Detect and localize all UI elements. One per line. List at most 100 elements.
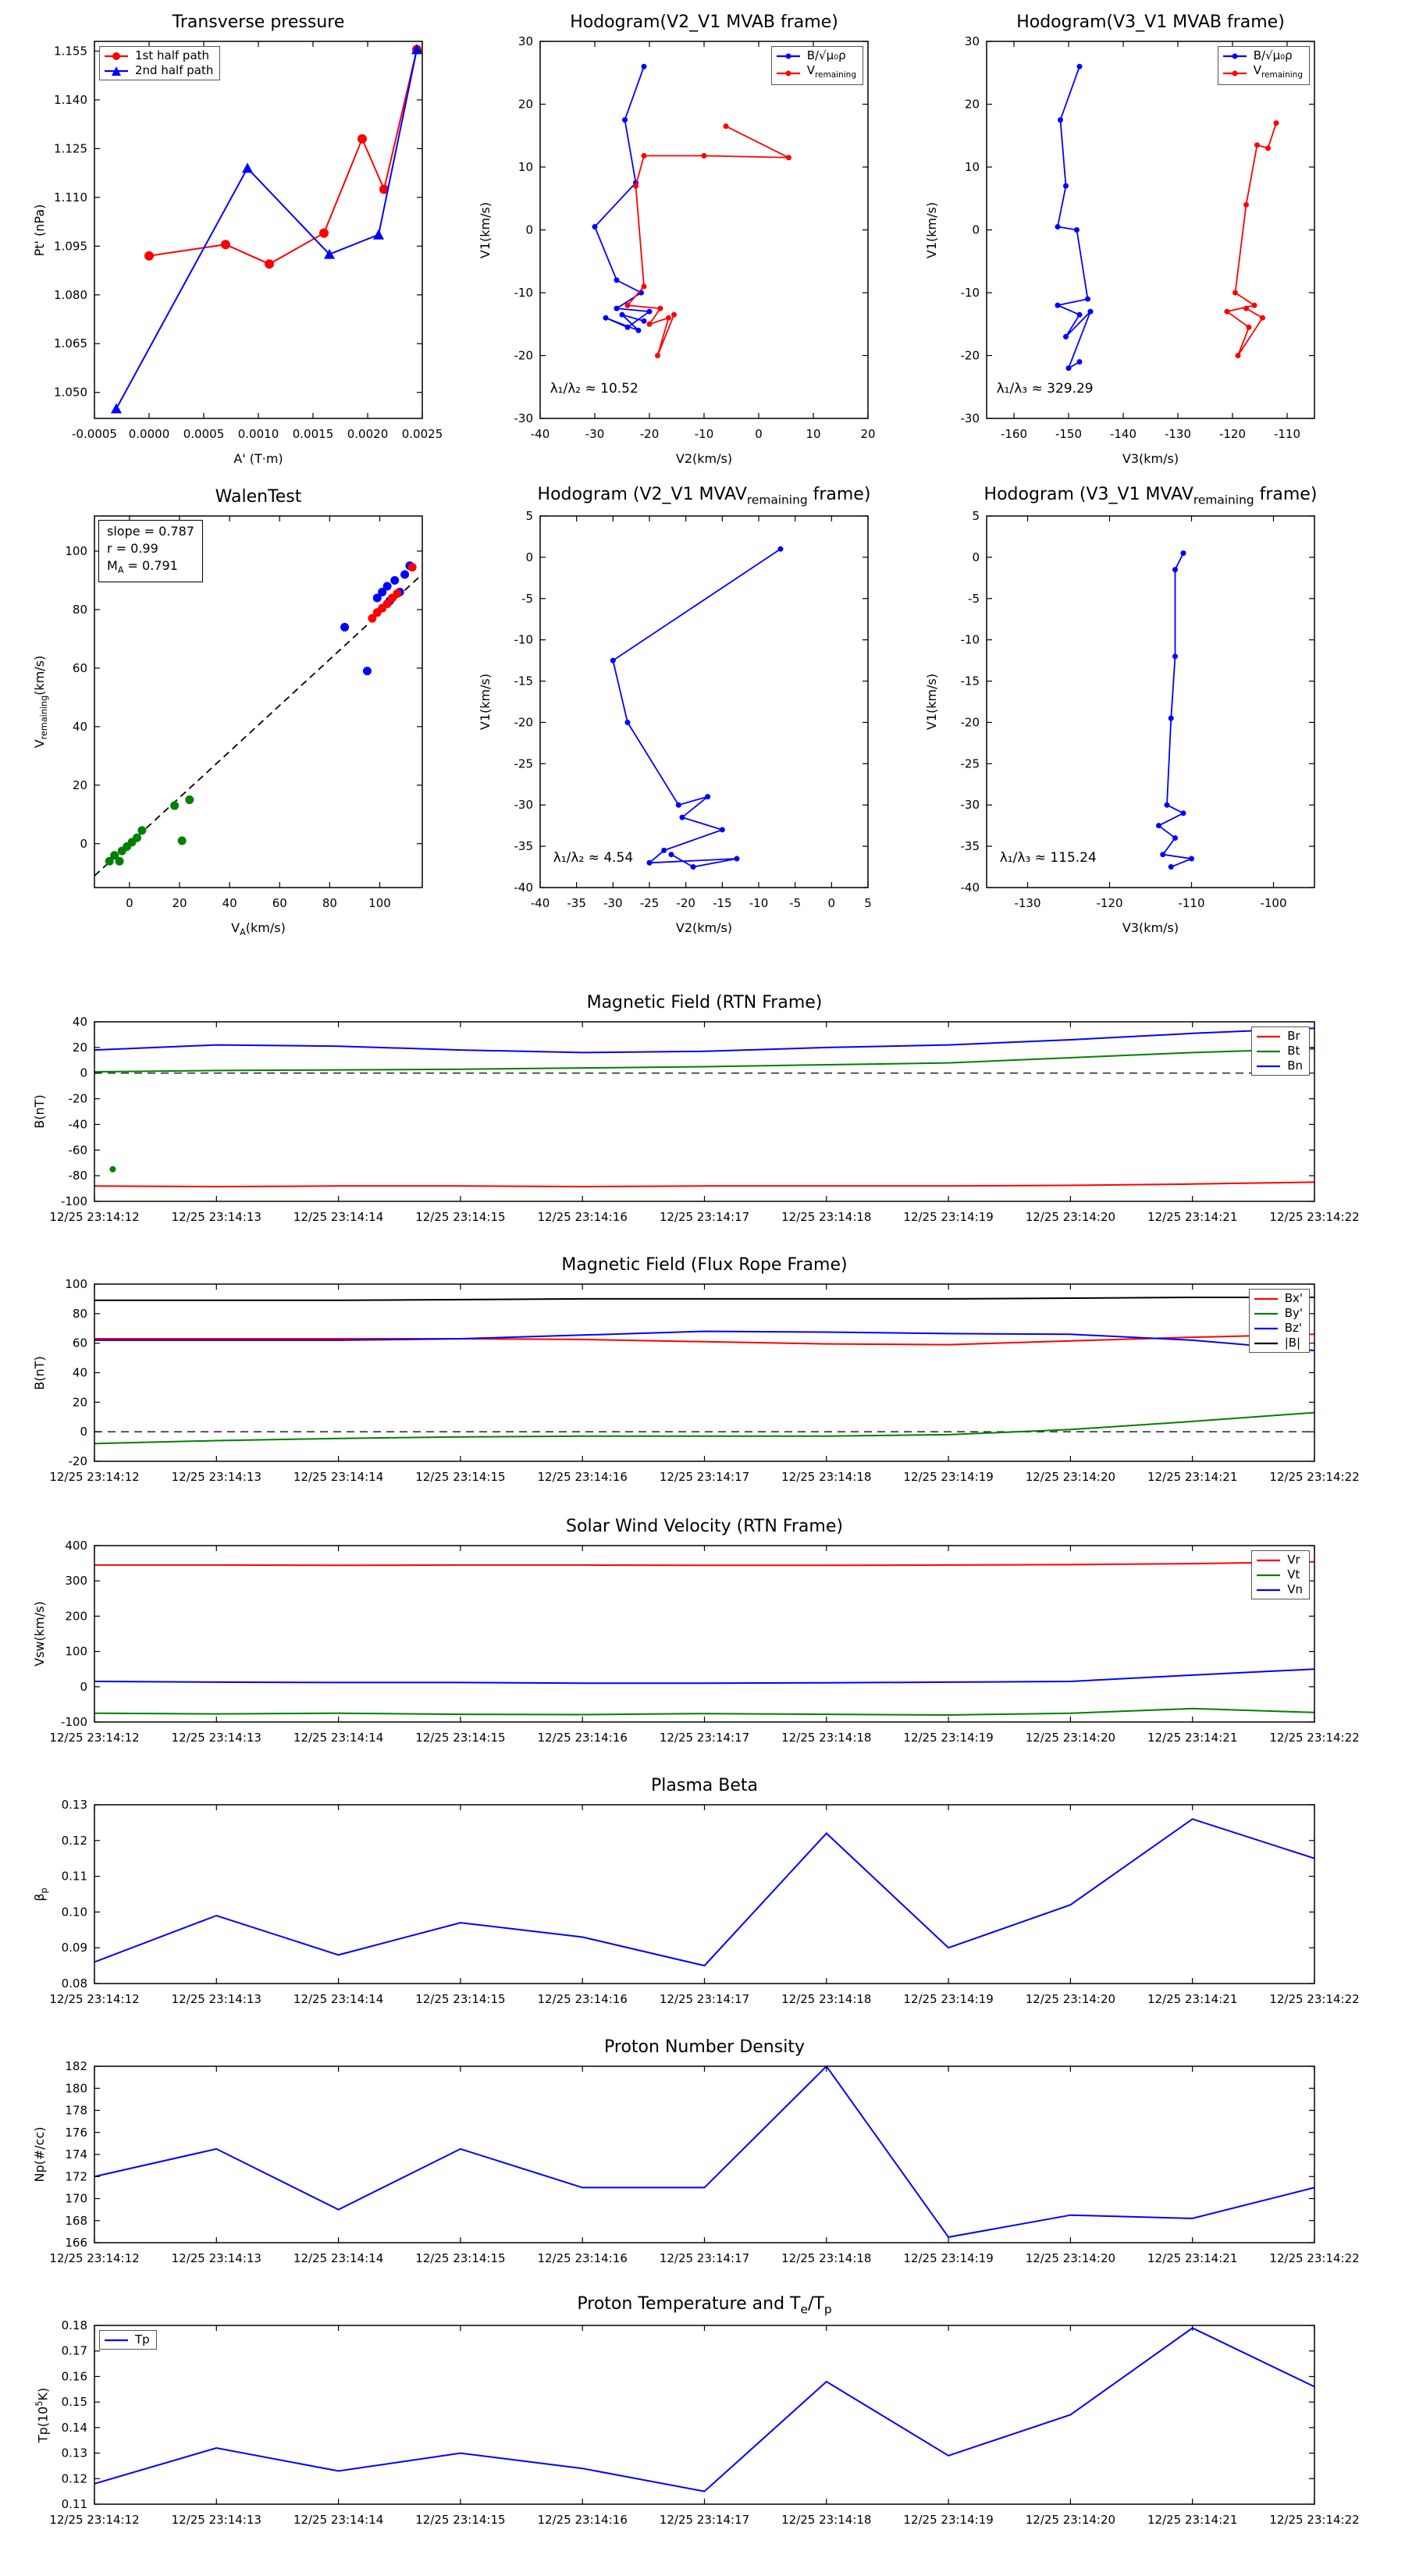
svg-text:0.13: 0.13 <box>62 2446 87 2460</box>
svg-text:10: 10 <box>518 160 533 174</box>
svg-text:12/25 23:14:22: 12/25 23:14:22 <box>1269 2251 1359 2265</box>
legend-entry: Vt <box>1257 1567 1300 1582</box>
chart-title: Plasma Beta <box>651 1776 758 1795</box>
svg-text:-5: -5 <box>968 592 980 606</box>
svg-text:20: 20 <box>965 98 980 112</box>
svg-text:-40: -40 <box>961 881 980 895</box>
svg-text:80: 80 <box>73 603 87 617</box>
svg-text:12/25 23:14:15: 12/25 23:14:15 <box>415 1992 505 2006</box>
svg-text:0.11: 0.11 <box>62 1870 87 1884</box>
svg-text:-20: -20 <box>69 1454 88 1468</box>
svg-text:-30: -30 <box>514 798 534 812</box>
svg-text:12/25 23:14:20: 12/25 23:14:20 <box>1026 1992 1115 2006</box>
svg-text:-10: -10 <box>695 427 714 441</box>
svg-text:20: 20 <box>860 427 875 441</box>
legend: 1st half path 2nd half path <box>99 46 221 80</box>
legend: B/√μ₀ρ Vremaining <box>770 46 863 85</box>
svg-text:176: 176 <box>65 2126 87 2140</box>
chart-canvas: 12/25 23:14:12 12/25 23:14:13 12/25 23:14:… <box>49 1277 1359 1484</box>
svg-text:1.080: 1.080 <box>54 288 87 302</box>
panel-hodogram-v2v1-mvab: Hodogram(V2_V1 MVAB frame) V1(km/s) V2(k… <box>478 12 876 466</box>
svg-text:1.110: 1.110 <box>54 190 87 205</box>
svg-text:12/25 23:14:22: 12/25 23:14:22 <box>1269 1731 1359 1745</box>
svg-text:12/25 23:14:12: 12/25 23:14:12 <box>49 2251 139 2265</box>
panel-transverse-pressure: Transverse pressure Pt' (nPa) A' (T·m) -… <box>32 12 443 466</box>
svg-text:12/25 23:14:22: 12/25 23:14:22 <box>1269 2513 1359 2527</box>
svg-text:12/25 23:14:13: 12/25 23:14:13 <box>172 1470 261 1484</box>
svg-text:0.12: 0.12 <box>62 1834 87 1848</box>
svg-text:12/25 23:14:17: 12/25 23:14:17 <box>660 2251 749 2265</box>
chart-title: Transverse pressure <box>172 12 345 32</box>
svg-text:0.11: 0.11 <box>62 2497 87 2511</box>
svg-text:-60: -60 <box>69 1143 88 1157</box>
svg-text:-20: -20 <box>69 1092 88 1106</box>
svg-text:12/25 23:14:17: 12/25 23:14:17 <box>660 1210 749 1224</box>
svg-text:-25: -25 <box>640 896 660 910</box>
svg-text:0.15: 0.15 <box>62 2395 87 2409</box>
svg-text:-120: -120 <box>1219 427 1246 441</box>
chart-title: Magnetic Field (RTN Frame) <box>586 993 823 1012</box>
svg-text:0.17: 0.17 <box>62 2344 87 2358</box>
svg-text:0: 0 <box>972 223 980 237</box>
svg-text:0: 0 <box>972 550 980 564</box>
svg-text:0.0020: 0.0020 <box>347 427 389 441</box>
legend-entry: B/√μ₀ρ <box>1222 48 1303 63</box>
svg-text:12/25 23:14:21: 12/25 23:14:21 <box>1147 1470 1237 1484</box>
svg-text:12/25 23:14:17: 12/25 23:14:17 <box>660 1992 749 2006</box>
svg-text:100: 100 <box>368 896 391 910</box>
chart-title: Hodogram (V2_V1 MVAVremaining frame) <box>537 484 871 507</box>
svg-text:-80: -80 <box>69 1169 88 1183</box>
panel-proton-density: Proton Number Density Np(#/cc) 12/25 23:… <box>32 2037 1360 2265</box>
chart-canvas: 12/25 23:14:12 12/25 23:14:13 12/25 23:14:… <box>49 1798 1359 2006</box>
annotation: λ₁/λ₂ ≈ 10.52 <box>550 380 638 397</box>
svg-text:12/25 23:14:16: 12/25 23:14:16 <box>538 2251 628 2265</box>
legend: Bx' By' Bz' |B| <box>1248 1289 1310 1353</box>
svg-text:1.050: 1.050 <box>54 386 87 400</box>
svg-text:12/25 23:14:17: 12/25 23:14:17 <box>660 1470 749 1484</box>
svg-text:-130: -130 <box>1014 896 1040 910</box>
svg-text:-25: -25 <box>961 756 980 770</box>
chart-title: WalenTest <box>215 487 302 507</box>
svg-text:170: 170 <box>65 2192 87 2206</box>
svg-text:168: 168 <box>65 2214 87 2228</box>
svg-text:12/25 23:14:20: 12/25 23:14:20 <box>1026 2251 1115 2265</box>
svg-text:-25: -25 <box>514 756 534 770</box>
svg-text:-15: -15 <box>713 896 732 910</box>
svg-text:12/25 23:14:19: 12/25 23:14:19 <box>903 2513 993 2527</box>
svg-text:30: 30 <box>965 34 980 48</box>
svg-text:12/25 23:14:14: 12/25 23:14:14 <box>293 1731 383 1745</box>
svg-text:0.16: 0.16 <box>62 2369 87 2383</box>
chart-canvas: 0 20 40 60 80 100 0 20 40 60 80 100 <box>65 515 423 910</box>
chart-canvas: 12/25 23:14:12 12/25 23:14:13 12/25 23:14:… <box>49 2318 1359 2527</box>
svg-text:12/25 23:14:19: 12/25 23:14:19 <box>903 1992 993 2006</box>
panel-plasma-beta: Plasma Beta βp 12/25 23:14:12 12/25 23:14… <box>32 1776 1360 2006</box>
panel-hodogram-v3v1-mvav: Hodogram (V3_V1 MVAVremaining frame) V1(… <box>924 485 1317 935</box>
svg-text:0: 0 <box>126 896 133 910</box>
legend-entry: Vn <box>1257 1582 1303 1596</box>
svg-text:-40: -40 <box>531 896 550 910</box>
svg-text:-20: -20 <box>514 715 534 729</box>
svg-text:-40: -40 <box>69 1117 88 1131</box>
svg-text:20: 20 <box>518 98 533 112</box>
x-axis-label: V2(km/s) <box>675 920 733 935</box>
svg-text:300: 300 <box>65 1574 87 1588</box>
svg-text:166: 166 <box>65 2236 87 2250</box>
svg-text:-10: -10 <box>514 286 534 300</box>
svg-text:12/25 23:14:16: 12/25 23:14:16 <box>538 1731 628 1745</box>
svg-text:40: 40 <box>73 720 87 734</box>
chart-canvas: -160 -150 -140 -130 -120 -110 -30 -20 -10 0 10 20 30 <box>961 34 1315 441</box>
svg-text:12/25 23:14:19: 12/25 23:14:19 <box>903 2251 993 2265</box>
svg-text:0.0015: 0.0015 <box>293 427 334 441</box>
svg-text:12/25 23:14:16: 12/25 23:14:16 <box>538 1992 628 2006</box>
svg-text:-100: -100 <box>1260 896 1286 910</box>
legend: Tp <box>99 2330 157 2350</box>
chart-title: Hodogram(V2_V1 MVAB frame) <box>570 12 838 32</box>
annotation: λ₁/λ₃ ≈ 115.24 <box>999 850 1097 866</box>
svg-text:-110: -110 <box>1178 896 1204 910</box>
svg-text:12/25 23:14:17: 12/25 23:14:17 <box>660 1731 749 1745</box>
svg-text:12/25 23:14:15: 12/25 23:14:15 <box>415 2513 505 2527</box>
svg-text:-20: -20 <box>640 427 660 441</box>
svg-text:12/25 23:14:22: 12/25 23:14:22 <box>1269 1470 1359 1484</box>
svg-text:60: 60 <box>272 896 287 910</box>
panel-magnetic-field-flux-rope: Magnetic Field (Flux Rope Frame) B(nT) 1… <box>32 1255 1360 1484</box>
